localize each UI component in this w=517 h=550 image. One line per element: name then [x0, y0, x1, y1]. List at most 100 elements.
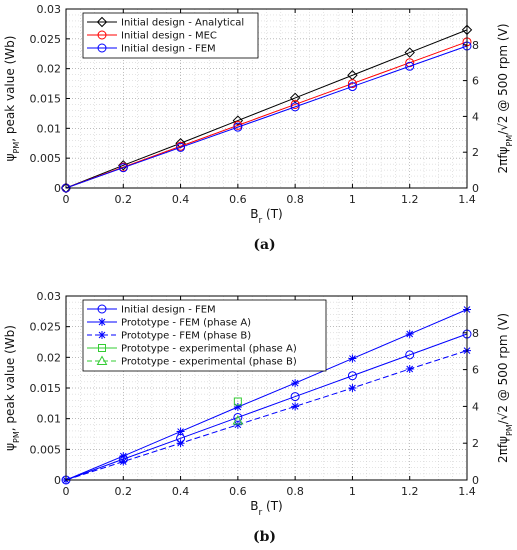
data-point	[347, 79, 357, 89]
x-tick-label: 0.4	[172, 193, 190, 206]
data-point	[233, 403, 242, 412]
series-5	[232, 414, 244, 425]
x-tick-label: 0.2	[115, 193, 133, 206]
legend-label: Prototype - FEM (phase B)	[121, 331, 251, 342]
x-tick-label: 0	[63, 485, 70, 498]
legend-label: Prototype - FEM (phase A)	[121, 318, 251, 329]
y2-tick-label: 4	[472, 400, 479, 413]
legend-item: Prototype - experimental (phase A)	[87, 344, 297, 355]
x-tick-label: 0	[63, 193, 70, 206]
data-point	[290, 102, 300, 112]
data-point	[291, 379, 300, 388]
x-tick-label: 0.2	[115, 485, 133, 498]
legend-item: Prototype - experimental (phase B)	[87, 355, 297, 368]
y-tick-label: 0.03	[37, 3, 62, 16]
series-line	[65, 41, 468, 189]
data-point	[233, 420, 242, 429]
x-tick-label: 0.4	[172, 485, 190, 498]
series-line	[65, 350, 468, 481]
series-4	[233, 397, 242, 406]
legend-label: Prototype - experimental (phase B)	[121, 357, 297, 368]
legend-label: Initial design - FEM	[121, 305, 216, 316]
legend-marker	[96, 16, 108, 28]
x-axis-label: Br (T)	[250, 499, 282, 518]
legend-marker	[97, 43, 107, 53]
x-tick-label: 1	[349, 485, 356, 498]
data-point	[405, 330, 414, 339]
chart-panel-1: 0 0.2 0.4 0.6 0.8 1 1.2 1.400.0050.010.0150.020…	[3, 3, 514, 253]
y2-tick-label: 4	[472, 110, 479, 123]
x-tick-label: 0.6	[229, 485, 247, 498]
y-tick-label: 0	[54, 182, 61, 195]
data-point	[233, 397, 242, 406]
figure-caption: (b)	[253, 529, 276, 545]
y-tick-label: 0.025	[30, 33, 62, 46]
data-point	[232, 414, 244, 425]
y-tick-label: 0.015	[30, 382, 62, 395]
data-point	[291, 402, 300, 411]
data-point	[348, 384, 357, 392]
legend-marker	[98, 344, 106, 352]
data-point	[404, 47, 415, 58]
data-point	[290, 392, 300, 402]
x-tick-label: 0.6	[229, 193, 247, 206]
data-point	[118, 163, 128, 173]
series-line	[65, 45, 468, 189]
x-tick-label: 1.4	[458, 193, 476, 206]
x-tick-label: 0.8	[286, 193, 304, 206]
data-point	[405, 364, 414, 373]
data-point	[176, 439, 185, 448]
legend-label: Initial design - MEC	[121, 31, 217, 42]
data-point	[176, 142, 186, 152]
y2-tick-label: 8	[472, 39, 479, 52]
legend-item: Prototype - FEM (phase B)	[87, 331, 251, 342]
x-tick-label: 1	[349, 193, 356, 206]
y-tick-label: 0	[54, 474, 61, 487]
y2-tick-label: 8	[472, 327, 479, 340]
data-point	[119, 452, 128, 461]
x-tick-label: 1.2	[401, 193, 419, 206]
y2-axis-label: 2πfψPM/√2 @ 500 rpm (V)	[496, 23, 514, 173]
y-tick-label: 0.015	[30, 93, 62, 106]
series-line	[65, 309, 468, 481]
series-line	[65, 29, 468, 189]
y2-tick-label: 0	[472, 182, 479, 195]
x-tick-label: 0.8	[286, 485, 304, 498]
x-axis-label: Br (T)	[250, 207, 282, 226]
y-tick-label: 0.005	[30, 152, 62, 165]
legend-marker	[98, 318, 106, 326]
y2-tick-label: 2	[472, 437, 479, 450]
data-point	[233, 122, 243, 132]
data-point	[348, 354, 357, 363]
y2-axis-label: 2πfψPM/√2 @ 500 rpm (V)	[496, 313, 514, 463]
legend-item: Initial design - FEM	[87, 304, 216, 316]
legend-marker	[98, 331, 106, 339]
legend-label: Initial design - FEM	[121, 44, 216, 55]
legend: Initial design - Analytical Initial desig…	[82, 12, 259, 59]
legend-box	[82, 299, 327, 372]
y-tick-label: 0.005	[30, 443, 62, 456]
y2-tick-label: 2	[472, 146, 479, 159]
y-tick-label: 0.02	[37, 63, 62, 76]
x-tick-label: 1.4	[458, 485, 476, 498]
legend-label: Prototype - experimental (phase A)	[121, 344, 297, 355]
y-tick-label: 0.02	[37, 351, 62, 364]
y-tick-label: 0.03	[37, 290, 62, 303]
y-axis-label: ψPM, peak value (Wb)	[3, 325, 21, 451]
data-point	[347, 82, 357, 92]
data-point	[119, 457, 128, 466]
y2-tick-label: 0	[472, 474, 479, 487]
chart-panel-2: 0 0.2 0.4 0.6 0.8 1 1.2 1.400.0050.010.0150.020…	[3, 290, 514, 545]
y2-tick-label: 6	[472, 364, 479, 377]
data-point	[405, 350, 415, 360]
legend-item: Initial design - Analytical	[87, 16, 244, 29]
legend-marker	[97, 304, 107, 314]
y-tick-label: 0.01	[37, 122, 62, 135]
figure-caption: (a)	[253, 237, 275, 253]
data-point	[290, 99, 300, 109]
legend-marker	[97, 30, 107, 40]
legend-item: Prototype - FEM (phase A)	[87, 318, 251, 329]
x-tick-label: 1.2	[401, 485, 419, 498]
legend-marker	[96, 355, 108, 365]
